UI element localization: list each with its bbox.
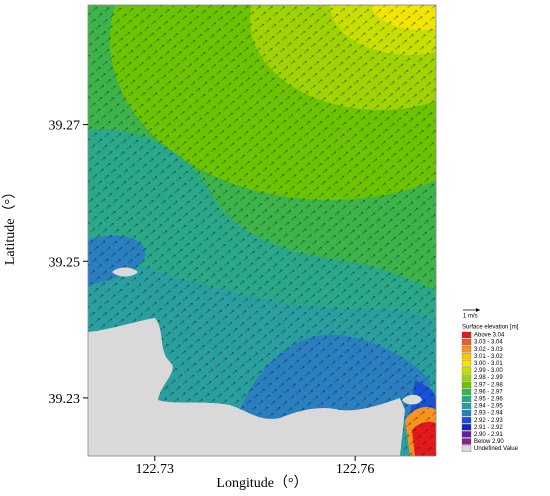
legend-swatch bbox=[461, 431, 472, 438]
plot-frame bbox=[87, 4, 437, 457]
legend-label: 3.02 - 3.03 bbox=[474, 347, 503, 353]
legend-swatch bbox=[461, 424, 472, 431]
vector-scale-head bbox=[476, 308, 480, 312]
legend-swatch bbox=[461, 367, 472, 374]
legend-swatch bbox=[461, 381, 472, 388]
legend-label: 2.99 - 3.00 bbox=[474, 368, 503, 374]
x-tick-label: 122.73 bbox=[136, 462, 175, 477]
legend-swatch bbox=[461, 353, 472, 360]
legend-label: 3.00 - 3.01 bbox=[474, 361, 503, 367]
legend-title: Surface elevation [m] bbox=[462, 325, 519, 331]
legend-label: 2.98 - 2.99 bbox=[474, 375, 503, 381]
legend-swatch bbox=[461, 402, 472, 410]
vector-scale-label: 1 m/s bbox=[463, 314, 478, 320]
legend-label: 2.95 - 2.96 bbox=[474, 396, 503, 402]
x-tick-label: 122.76 bbox=[336, 462, 375, 477]
legend-label: 2.94 - 2.95 bbox=[474, 404, 503, 410]
legend-label: 3.01 - 3.02 bbox=[474, 354, 503, 360]
elevation-field bbox=[88, 5, 436, 456]
legend-label: 2.93 - 2.94 bbox=[474, 411, 503, 417]
legend-swatch bbox=[461, 331, 472, 339]
legend-swatch bbox=[461, 445, 472, 452]
legend-swatch bbox=[461, 395, 472, 403]
y-tick-label: 39.27 bbox=[49, 119, 81, 134]
legend-label: 2.96 - 2.97 bbox=[474, 389, 503, 395]
legend-swatch bbox=[461, 438, 472, 445]
legend-label: 2.91 - 2.92 bbox=[474, 425, 503, 431]
y-axis-label: Latitude（°） bbox=[2, 185, 18, 265]
legend-swatch bbox=[461, 417, 472, 424]
legend-label: 2.92 - 2.93 bbox=[474, 418, 503, 424]
legend-swatch bbox=[461, 388, 472, 395]
legend-swatch bbox=[461, 346, 472, 353]
legend-label: 2.97 - 2.98 bbox=[474, 382, 503, 388]
legend-swatch bbox=[461, 409, 472, 417]
x-axis-label: Longitude（°） bbox=[216, 475, 307, 491]
legend-swatch bbox=[461, 360, 472, 367]
legend-label: Above 3.04 bbox=[474, 333, 505, 339]
legend-swatch bbox=[461, 374, 472, 381]
legend-label: 3.03 - 3.04 bbox=[474, 340, 503, 346]
legend-label: Undefined Value bbox=[474, 446, 519, 452]
legend-label: 2.90 - 2.91 bbox=[474, 432, 503, 438]
legend-label: Below 2.90 bbox=[474, 439, 504, 445]
y-tick-label: 39.23 bbox=[49, 392, 81, 407]
legend-swatch bbox=[461, 338, 472, 346]
y-tick-label: 39.25 bbox=[49, 255, 81, 270]
